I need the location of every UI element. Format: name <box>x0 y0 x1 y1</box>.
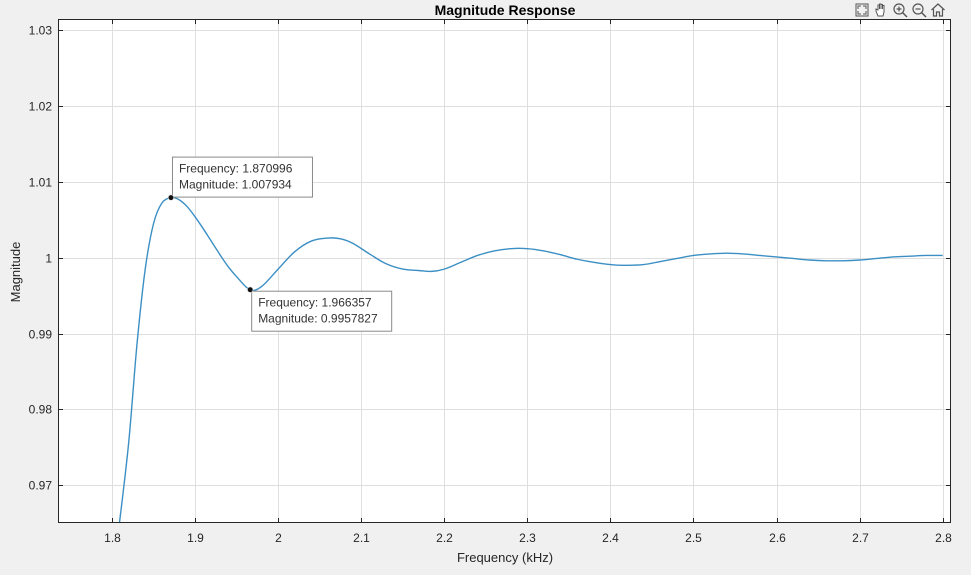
x-tick-label: 2.6 <box>769 531 786 545</box>
y-tick-label: 0.97 <box>29 479 53 493</box>
grid <box>58 19 951 523</box>
datatip[interactable]: Frequency: 1.966357 Magnitude: 0.9957827 <box>247 286 393 332</box>
x-tick-label: 2.4 <box>602 531 619 545</box>
x-tick-label: 2.3 <box>519 531 536 545</box>
series-line-group <box>118 196 943 529</box>
home-icon[interactable] <box>929 1 947 19</box>
y-tick-label: 1.02 <box>29 100 53 114</box>
x-tick-label: 2.7 <box>852 531 869 545</box>
axes-toolbar <box>853 1 947 19</box>
plot-frame <box>58 19 951 523</box>
y-axis-label: Magnitude <box>8 242 23 303</box>
pan-icon[interactable] <box>872 1 890 19</box>
fit-view-icon[interactable] <box>853 1 871 19</box>
chart-title: Magnitude Response <box>435 2 576 18</box>
x-tick-label: 1.8 <box>104 531 121 545</box>
y-tick-label: 1.01 <box>29 176 53 190</box>
plot-area[interactable] <box>58 19 951 523</box>
series-line[interactable] <box>118 196 943 529</box>
x-tick-label: 2.5 <box>685 531 702 545</box>
y-tick-label: 0.99 <box>29 328 53 342</box>
x-tick-label: 2.2 <box>436 531 453 545</box>
datatip-box <box>171 156 313 198</box>
datatip-box <box>251 290 393 332</box>
axis-ticks: 1.8 1.9 2 2.1 2.2 2.3 2.4 2.5 2.6 2.7 2.8 0.97 0.98 0… <box>29 19 952 545</box>
x-tick-label: 2.8 <box>935 531 952 545</box>
x-tick-label: 1.9 <box>187 531 204 545</box>
x-tick-label: 2 <box>275 531 282 545</box>
datatip-frequency: Frequency: 1.966357 <box>258 296 372 310</box>
datatip-magnitude: Magnitude: 0.9957827 <box>258 312 378 326</box>
zoom-out-icon[interactable] <box>910 1 928 19</box>
datatip-marker[interactable] <box>167 194 175 201</box>
datatip-marker[interactable] <box>247 286 254 293</box>
datatip-magnitude: Magnitude: 1.007934 <box>179 178 292 192</box>
y-tick-label: 1.03 <box>29 24 53 38</box>
x-axis-label: Frequency (kHz) <box>457 550 553 565</box>
datatip-frequency: Frequency: 1.870996 <box>179 162 293 176</box>
x-tick-label: 2.1 <box>353 531 370 545</box>
datatip[interactable]: Frequency: 1.870996 Magnitude: 1.007934 <box>167 156 313 201</box>
y-tick-label: 0.98 <box>29 403 53 417</box>
zoom-in-icon[interactable] <box>891 1 909 19</box>
y-tick-label: 1 <box>45 252 52 266</box>
